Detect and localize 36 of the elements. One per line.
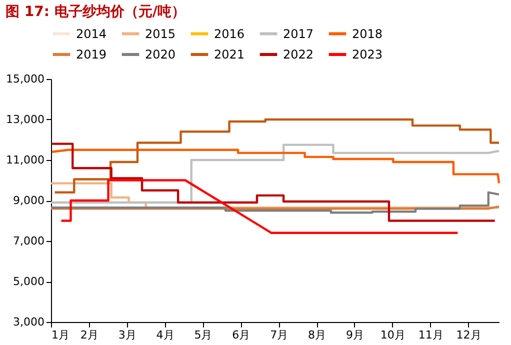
legend-label: 2018	[352, 26, 383, 41]
x-tick-label: 2月	[80, 328, 98, 342]
line-series	[50, 144, 500, 204]
line-series	[51, 148, 500, 184]
legend-label: 2020	[145, 48, 176, 62]
legend-label: 2015	[145, 26, 176, 41]
legend-label: 2014	[76, 26, 107, 41]
line-series	[54, 118, 500, 194]
y-tick-label: 7,000	[13, 234, 44, 248]
x-tick-label: 3月	[118, 328, 136, 342]
x-tick-label: 7月	[270, 328, 288, 342]
x-tick-label: 6月	[232, 328, 250, 342]
legend-label: 2016	[214, 26, 245, 41]
legend-label: 2017	[283, 26, 314, 41]
line-series	[60, 179, 459, 234]
x-tick-label: 12月	[456, 328, 482, 342]
x-tick-label: 5月	[194, 328, 212, 342]
chart-title: 图 17: 电子纱均价（元/吨）	[6, 4, 186, 20]
line-series	[51, 142, 496, 222]
y-tick-label: 13,000	[6, 113, 44, 126]
y-tick-label: 9,000	[13, 194, 44, 207]
y-tick-label: 5,000	[13, 275, 44, 288]
legend-label: 2022	[283, 48, 314, 62]
x-tick-label: 4月	[156, 328, 174, 342]
y-tick-label: 15,000	[6, 72, 44, 86]
x-tick-label: 9月	[346, 328, 364, 342]
x-tick-label: 8月	[308, 328, 326, 342]
legend-label: 2021	[214, 48, 245, 62]
line-series	[50, 191, 500, 214]
y-tick-label: 11,000	[6, 154, 44, 166]
x-tick-label: 11月	[418, 328, 444, 342]
y-tick-label: 3,000	[13, 316, 44, 328]
x-tick-label: 10月	[380, 328, 406, 342]
x-tick-label: 1月	[52, 328, 70, 342]
legend-label: 2023	[352, 48, 383, 62]
legend-label: 2019	[76, 48, 107, 62]
